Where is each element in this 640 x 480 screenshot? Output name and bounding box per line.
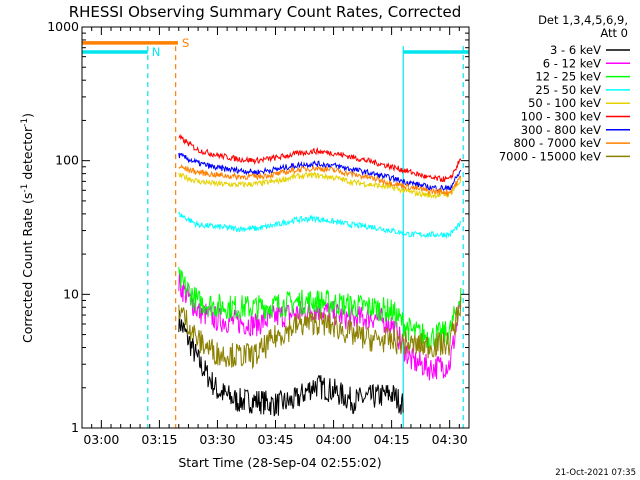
legend-entry: 3 - 6 keV	[550, 43, 601, 57]
legend-entry: 800 - 7000 keV	[513, 136, 601, 150]
x-tick-label: 04:00	[316, 432, 352, 447]
y-tick-label: 10	[63, 286, 79, 301]
series-line	[178, 266, 462, 351]
y-tick-label: 1	[71, 420, 79, 435]
y-axis: 1 10 100 1000	[47, 19, 469, 435]
x-tick-label: 04:30	[432, 432, 468, 447]
legend-entry: 50 - 100 keV	[528, 96, 601, 110]
legend-entry: 100 - 300 keV	[521, 110, 601, 124]
legend-entry: 6 - 12 keV	[543, 56, 601, 70]
legend-entry: 300 - 800 keV	[521, 123, 601, 137]
x-tick-label: 03:45	[257, 432, 293, 447]
legend-entry: 12 - 25 keV	[535, 70, 601, 84]
series-line	[178, 296, 462, 370]
legend-entry: 25 - 50 keV	[535, 83, 601, 97]
y-tick-label: 1000	[47, 19, 79, 34]
chart-title: RHESSI Observing Summary Count Rates, Co…	[69, 3, 462, 21]
attenuator-label: Att 0	[600, 26, 628, 40]
series-line	[178, 163, 462, 197]
series-line	[178, 211, 462, 240]
x-axis: 03:00 03:15 03:30 03:45 04:00 04:15 04:30	[81, 27, 470, 447]
series-line	[178, 310, 404, 417]
series-line	[178, 152, 462, 192]
footer-date: 21-Oct-2021 07:35	[555, 468, 636, 478]
flag-bars: SN	[82, 36, 469, 59]
vertical-markers	[147, 46, 464, 428]
series-line	[178, 133, 462, 183]
flag-label-s: S	[182, 36, 189, 50]
detector-label: Det 1,3,4,5,6,9,	[538, 13, 628, 27]
x-tick-label: 03:30	[199, 432, 235, 447]
x-tick-label: 03:15	[141, 432, 177, 447]
series-line	[178, 171, 462, 200]
legend-entry: 7000 - 15000 keV	[499, 149, 601, 163]
y-tick-label: 100	[55, 153, 79, 168]
x-tick-label: 04:15	[374, 432, 410, 447]
flag-label-n: N	[152, 45, 161, 59]
series-lines	[178, 133, 462, 417]
x-tick-label: 03:00	[83, 432, 119, 447]
x-axis-label: Start Time (28-Sep-04 02:55:02)	[178, 455, 381, 470]
series-line	[178, 273, 462, 381]
y-axis-label: Corrected Count Rate (s-1 detector-1)	[20, 113, 35, 343]
